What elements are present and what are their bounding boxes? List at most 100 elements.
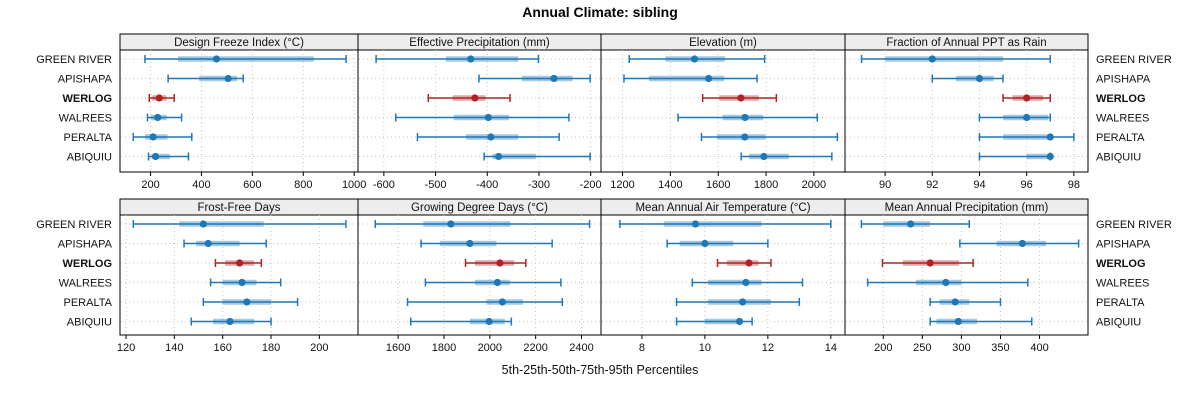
strip-label-fraction-of-annual-ppt-as-rain: Fraction of Annual PPT as Rain [886,37,1046,49]
tick-label: 160 [214,342,232,354]
tick-label: 400 [192,179,210,191]
strip-label-mean-annual-air-temperature-c: Mean Annual Air Temperature (°C) [635,202,810,214]
site-label-right-peralta: PERALTA [1096,297,1145,309]
tick-label: -200 [580,179,602,191]
site-label-left-walrees: WALREES [59,278,112,290]
tick-label: 800 [294,179,312,191]
median-dot-peralta [149,133,157,141]
median-dot-green-river [467,55,475,63]
median-dot-apishapa [224,74,232,83]
median-dot-abiquiu [226,317,234,326]
site-label-left-werlog: WERLOG [63,258,113,270]
median-dot-walrees [942,278,950,287]
tick-label: 12 [762,342,774,354]
tick-label: 120 [117,342,135,354]
percentile-caption: 5th-25th-50th-75th-95th Percentiles [501,363,699,377]
site-label-left-green-river: GREEN RIVER [36,219,112,231]
median-dot-green-river [907,220,915,228]
site-label-left-peralta: PERALTA [64,132,113,144]
median-dot-werlog [471,94,479,102]
tick-label: -400 [476,179,498,191]
panel-frost-free-days [119,214,359,336]
tick-label: 200 [874,342,892,354]
median-dot-peralta [487,133,495,141]
tick-label: 96 [1021,179,1033,191]
median-dot-apishapa [975,74,984,83]
median-dot-walrees [154,113,162,122]
site-label-left-green-river: GREEN RIVER [36,54,112,66]
median-dot-apishapa [204,239,212,248]
site-label-right-werlog: WERLOG [1096,258,1146,270]
tick-label: 250 [913,342,931,354]
figure-title: Annual Climate: sibling [522,4,678,20]
tick-label: -500 [425,179,447,191]
median-dot-werlog [155,94,163,102]
median-dot-apishapa [705,74,713,83]
tick-label: -600 [373,179,395,191]
median-dot-apishapa [701,239,709,248]
median-dot-walrees [238,278,246,287]
site-label-right-apishapa: APISHAPA [1096,74,1151,86]
site-label-left-abiquiu: ABIQUIU [67,152,112,164]
median-dot-walrees [741,113,749,122]
tick-label: 8 [639,342,645,354]
median-dot-abiquiu [735,317,744,326]
strip-label-frost-free-days: Frost-Free Days [197,202,280,214]
median-dot-abiquiu [1046,152,1054,161]
site-label-left-abiquiu: ABIQUIU [67,317,112,329]
tick-label: 1800 [432,342,456,354]
tick-label: 10 [699,342,711,354]
panel-mean-annual-air-temperature-c [600,214,846,336]
tick-label: 1800 [754,179,778,191]
site-label-left-apishapa: APISHAPA [58,239,113,251]
tick-label: -300 [528,179,550,191]
panel-design-freeze-index-c [119,49,359,173]
panel-growing-degree-days-c [357,214,602,336]
tick-label: 90 [879,179,891,191]
tick-label: 92 [926,179,938,191]
tick-label: 400 [1030,342,1048,354]
median-dot-walrees [484,113,492,122]
median-dot-walrees [1023,113,1031,122]
site-label-right-walrees: WALREES [1096,278,1149,290]
median-dot-abiquiu [760,152,768,161]
panel-mean-annual-precipitation-mm [844,214,1089,336]
median-dot-peralta [951,298,959,306]
strip-label-design-freeze-index-c: Design Freeze Index (°C) [174,37,304,49]
tick-label: 1600 [706,179,730,191]
strip-label-elevation-m: Elevation (m) [689,37,757,49]
median-dot-peralta [498,298,507,306]
median-dot-werlog [745,259,753,267]
median-dot-abiquiu [954,317,962,326]
panel-elevation-m [600,49,846,173]
tick-label: 1600 [386,342,410,354]
site-label-right-green-river: GREEN RIVER [1096,54,1172,66]
tick-label: 200 [141,179,159,191]
strip-label-effective-precipitation-mm: Effective Precipitation (mm) [409,37,550,49]
site-label-right-peralta: PERALTA [1096,132,1145,144]
median-dot-peralta [243,298,251,306]
median-dot-abiquiu [485,317,493,326]
site-label-left-werlog: WERLOG [63,93,113,105]
median-dot-walrees [742,278,750,287]
median-dot-green-river [199,220,207,228]
median-dot-green-river [928,55,936,63]
tick-label: 200 [310,342,328,354]
median-dot-werlog [496,259,504,267]
tick-label: 350 [991,342,1009,354]
median-dot-green-river [212,55,221,63]
site-label-left-apishapa: APISHAPA [58,74,113,86]
median-dot-peralta [1046,133,1054,141]
site-label-left-walrees: WALREES [59,113,112,125]
median-dot-apishapa [466,239,474,248]
median-dot-abiquiu [495,152,503,161]
tick-label: 14 [825,342,837,354]
tick-label: 2200 [523,342,547,354]
tick-label: 180 [262,342,280,354]
median-dot-werlog [1023,94,1031,102]
median-dot-green-river [447,220,455,228]
tick-label: 600 [243,179,261,191]
median-dot-apishapa [1018,239,1026,248]
